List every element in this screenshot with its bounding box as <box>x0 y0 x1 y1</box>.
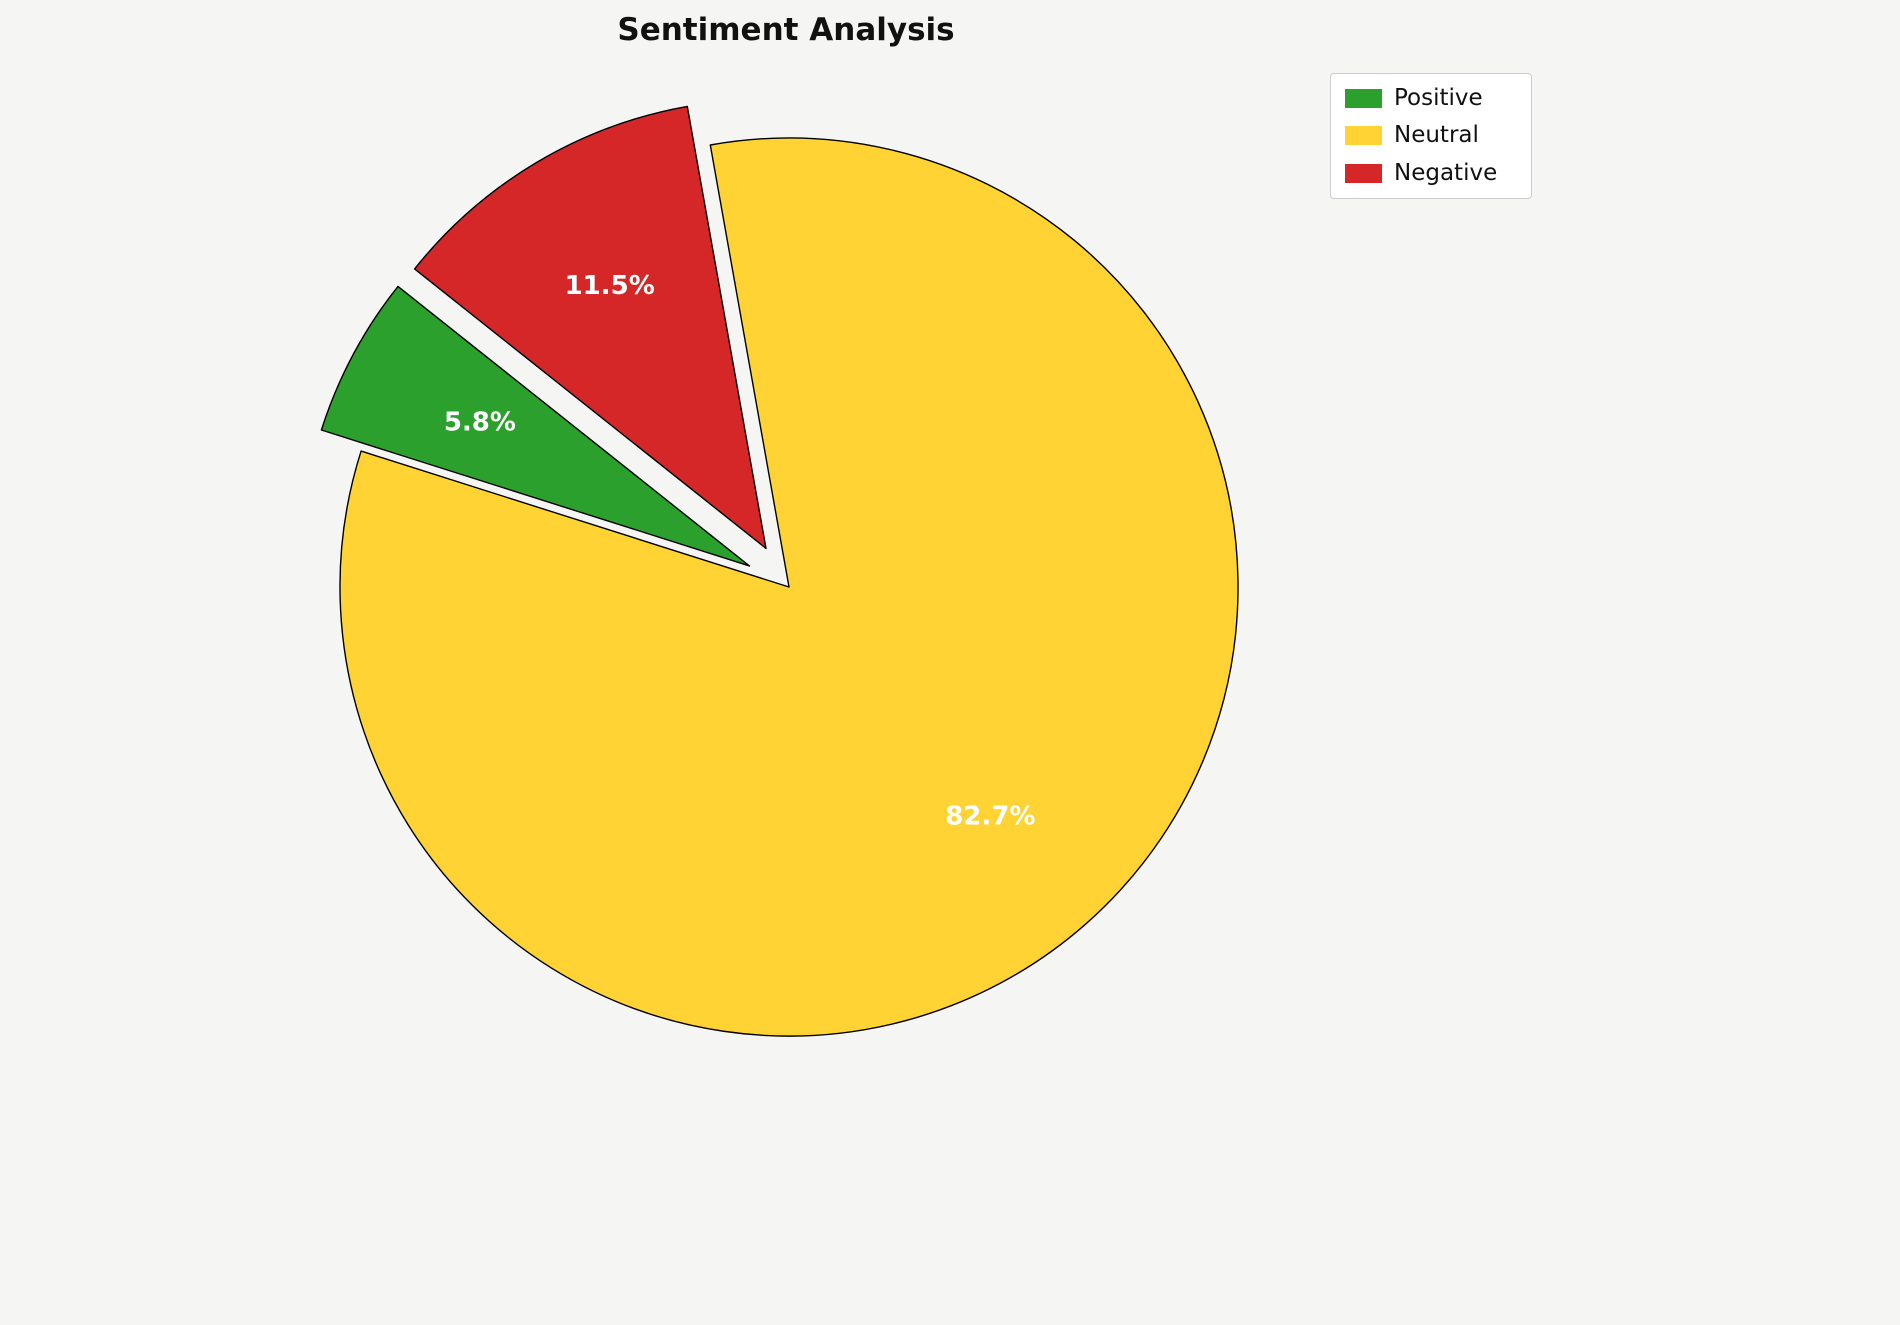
legend-swatch-neutral <box>1345 126 1382 146</box>
pie-percent-label-neutral: 82.7% <box>945 802 1035 832</box>
chart-title: Sentiment Analysis <box>617 12 955 48</box>
pie-percent-label-positive: 5.8% <box>444 407 516 437</box>
legend-item-negative: Negative <box>1345 159 1517 186</box>
legend-items: Positive Neutral Negative <box>1345 85 1517 186</box>
pie-slice-positive <box>320 285 751 567</box>
legend-label-negative: Negative <box>1394 159 1498 186</box>
pie-slice-neutral <box>339 137 1239 1037</box>
legend-swatch-negative <box>1345 163 1382 183</box>
legend-label-neutral: Neutral <box>1394 122 1479 149</box>
legend: Positive Neutral Negative <box>1330 73 1532 199</box>
legend-label-positive: Positive <box>1394 85 1483 111</box>
legend-item-neutral: Neutral <box>1345 122 1517 149</box>
pie-slice-negative <box>413 105 767 550</box>
pie-percent-label-negative: 11.5% <box>565 271 655 301</box>
legend-swatch-positive <box>1345 89 1382 109</box>
legend-item-positive: Positive <box>1345 85 1517 111</box>
